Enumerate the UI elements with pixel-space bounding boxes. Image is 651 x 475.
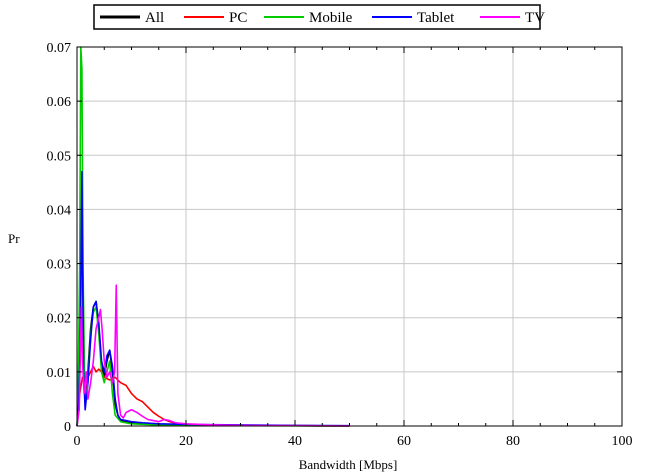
series-line-tv — [76, 284, 350, 427]
x-tick-label: 100 — [612, 434, 633, 449]
x-tick-label: 60 — [397, 434, 411, 449]
legend-label-mobile: Mobile — [309, 10, 353, 26]
legend-label-pc: PC — [229, 10, 247, 26]
y-tick-label: 0.07 — [47, 41, 72, 56]
plot-area-border — [76, 46, 623, 427]
y-axis-ticks: 0 0.01 0.02 0.03 0.04 0.05 0.06 0.07 — [47, 41, 622, 435]
y-tick-label: 0 — [64, 420, 71, 435]
x-axis-label: Bandwidth [Mbps] — [299, 457, 398, 472]
legend-label-all: All — [145, 10, 164, 26]
y-tick-label: 0.02 — [47, 312, 72, 327]
x-axis-ticks: 0 20 40 60 80 100 — [74, 47, 633, 449]
legend-label-tablet: Tablet — [417, 10, 455, 26]
y-tick-label: 0.04 — [47, 203, 72, 218]
y-tick-label: 0.03 — [47, 258, 72, 273]
legend-box — [93, 4, 541, 30]
x-tick-label: 80 — [506, 434, 520, 449]
x-tick-label: 20 — [179, 434, 193, 449]
y-tick-label: 0.01 — [47, 366, 72, 381]
y-axis-label: Pr — [8, 231, 20, 246]
legend-label-tv: TV — [525, 10, 545, 26]
series-lines — [76, 46, 350, 427]
y-tick-label: 0.05 — [47, 149, 72, 164]
legend: All PC Mobile Tablet TV — [93, 4, 545, 30]
y-tick-label: 0.06 — [47, 95, 72, 110]
x-tick-label: 0 — [74, 434, 81, 449]
grid-lines — [77, 47, 622, 426]
x-tick-label: 40 — [288, 434, 302, 449]
